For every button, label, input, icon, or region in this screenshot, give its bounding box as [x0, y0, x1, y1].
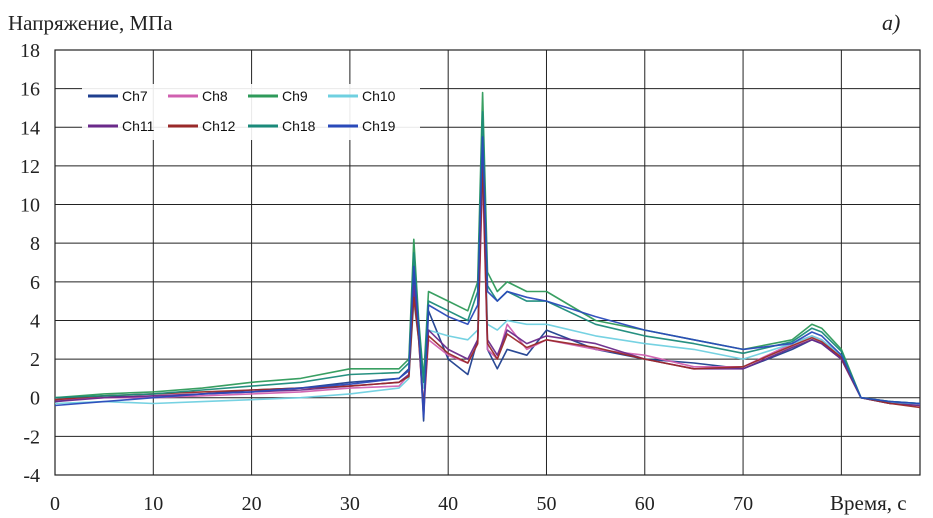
y-tick-label: 18 — [20, 40, 40, 62]
series-line-ch19 — [54, 136, 921, 418]
legend: Ch7 Ch8 Ch9 Ch10 Ch11 Ch12 Ch18 Ch19 — [82, 84, 420, 140]
x-tick-label: 50 — [536, 493, 556, 515]
x-tick-label: 0 — [50, 493, 60, 515]
x-tick-label: 10 — [143, 493, 163, 515]
x-tick-label: 20 — [242, 493, 262, 515]
y-tick-label: 8 — [30, 233, 40, 255]
x-tick-label: 70 — [733, 493, 753, 515]
y-tick-label: 12 — [20, 156, 40, 178]
legend-label-ch9: Ch9 — [282, 88, 308, 104]
y-tick-label: 6 — [30, 272, 40, 294]
y-axis-title: Напряжение, МПа — [8, 11, 173, 35]
y-tick-label: -4 — [23, 465, 40, 487]
series-line-ch9 — [54, 91, 921, 405]
legend-label-ch19: Ch19 — [362, 118, 396, 134]
y-tick-label: 16 — [20, 79, 40, 101]
x-tick-label: 60 — [635, 493, 655, 515]
x-tick-labels: 0 10 20 30 40 50 60 70 — [50, 493, 753, 515]
y-tick-label: 4 — [30, 310, 40, 332]
y-tick-label: 10 — [20, 195, 40, 217]
x-axis-title: Время, с — [830, 491, 907, 515]
x-tick-label: 40 — [438, 493, 458, 515]
panel-label: a) — [882, 10, 900, 35]
y-tick-label: 14 — [20, 117, 40, 139]
grid — [54, 49, 921, 476]
x-tick-label: 30 — [340, 493, 360, 515]
series-line-ch8 — [54, 174, 921, 414]
legend-label-ch8: Ch8 — [202, 88, 228, 104]
legend-label-ch11: Ch11 — [122, 118, 155, 134]
legend-label-ch7: Ch7 — [122, 88, 148, 104]
legend-label-ch10: Ch10 — [362, 88, 396, 104]
y-tick-label: 2 — [30, 349, 40, 371]
y-tick-labels: 18 16 14 12 10 8 6 4 2 0 -2 -4 — [20, 40, 40, 487]
legend-background — [82, 84, 420, 140]
legend-label-ch12: Ch12 — [202, 118, 236, 134]
y-tick-label: 0 — [30, 388, 40, 410]
series-line-ch18 — [54, 111, 921, 405]
legend-label-ch18: Ch18 — [282, 118, 316, 134]
series-lines — [54, 91, 921, 422]
y-tick-label: -2 — [23, 426, 40, 448]
